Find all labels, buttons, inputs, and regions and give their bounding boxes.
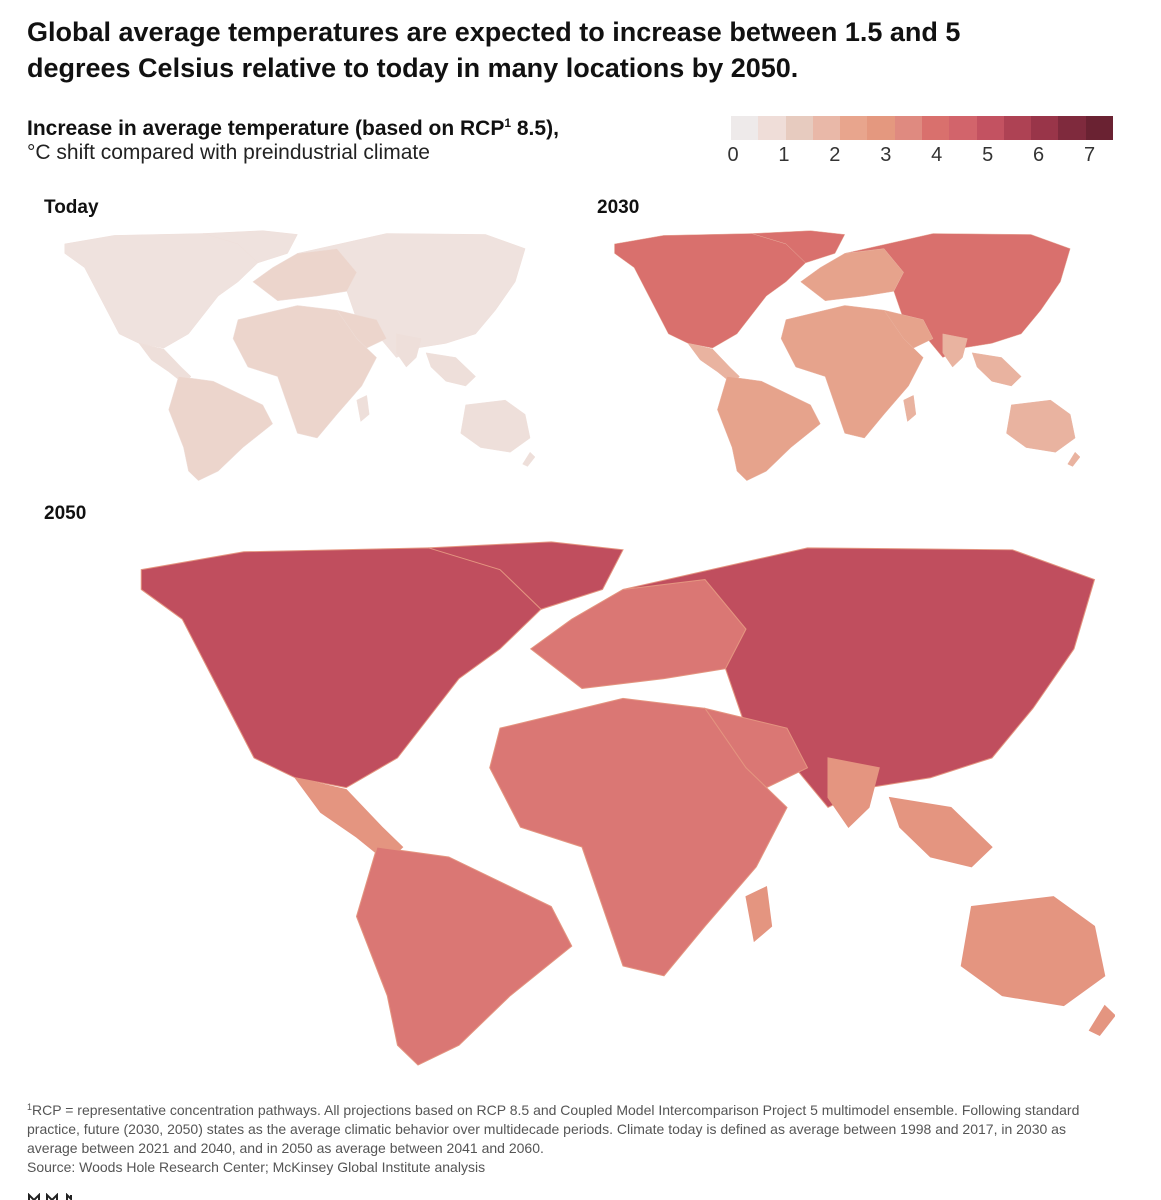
landmass-southeast-asia (971, 352, 1022, 387)
legend-swatch (812, 116, 841, 140)
panel-label-2050: 2050 (44, 503, 87, 524)
legend-tick-label: 2 (829, 144, 841, 166)
landmass-new-zealand (522, 451, 535, 467)
legend-swatch (785, 116, 813, 140)
footnote-text: 1RCP = representative concentration path… (27, 1098, 1107, 1158)
legend-tick-label: 4 (931, 144, 943, 166)
legend-swatch (894, 116, 922, 140)
legend-swatch (1085, 116, 1113, 140)
source-line: Source: Woods Hole Research Center; McKi… (27, 1159, 486, 1175)
landmass-greenland (203, 230, 298, 264)
landmass-southeast-asia (888, 796, 993, 868)
legend-swatch (867, 116, 895, 140)
legend-swatch (976, 116, 1004, 140)
landmass-madagascar (903, 395, 917, 422)
legend-subtitle: °C shift compared with preindustrial cli… (27, 141, 430, 164)
landmass-south-america (355, 846, 573, 1066)
legend-tick-label: 7 (1083, 144, 1096, 166)
color-scale-ticks: 0 1 2 3 4 5 6 7 (727, 144, 1113, 170)
footnote: 1RCP = representative concentration path… (27, 1098, 1107, 1177)
world-map-svg (64, 230, 535, 481)
landmass-madagascar (745, 885, 773, 943)
legend-title: Increase in average temperature (based o… (27, 108, 559, 144)
landmass-north-america (140, 547, 542, 789)
legend-title-footnote-mark: 1 (504, 116, 512, 130)
legend-tick-label: 5 (982, 144, 994, 166)
world-map-svg (614, 230, 1080, 481)
legend-tick-label: 3 (880, 144, 892, 166)
panel-label-today: Today (44, 197, 99, 218)
legend-swatch (1003, 116, 1032, 140)
legend-tick-label: 1 (778, 144, 790, 166)
landmass-asia (622, 547, 1096, 809)
landmass-new-zealand (1088, 1004, 1115, 1036)
map-2050 (90, 530, 1115, 1070)
footnote-mark: 1 (27, 1102, 33, 1112)
legend-swatch (949, 116, 977, 140)
color-scale-legend: 0 1 2 3 4 5 6 7 (727, 116, 1113, 170)
landmass-southeast-asia (425, 352, 476, 387)
landmass-south-america (168, 376, 273, 481)
landmass-africa (232, 305, 377, 439)
landmass-greenland (751, 230, 846, 264)
legend-swatch (1058, 116, 1086, 140)
landmass-madagascar (356, 395, 370, 422)
footnote-body: RCP = representative concentration pathw… (27, 1102, 1080, 1156)
legend-swatch (840, 116, 868, 140)
landmass-africa (489, 697, 788, 977)
landmass-australia (460, 399, 531, 453)
landmass-greenland (428, 541, 624, 610)
panel-label-2030: 2030 (597, 197, 640, 218)
legend-swatch (758, 116, 786, 140)
landmass-asia (297, 233, 526, 358)
legend-title-prefix: Increase in average temperature (based o… (27, 117, 505, 140)
map-2030 (590, 225, 1080, 483)
landmass-india (942, 333, 968, 368)
legend-tick-label: 0 (727, 144, 739, 166)
landmass-asia (844, 233, 1071, 358)
map-today (40, 225, 535, 483)
landmass-india (396, 333, 422, 368)
world-map-svg (140, 541, 1115, 1066)
color-scale-bar (731, 116, 1113, 140)
landmass-india (827, 757, 880, 829)
landmass-australia (960, 896, 1106, 1007)
legend-swatch (1031, 116, 1059, 140)
legend-swatch (921, 116, 950, 140)
landmass-australia (1006, 399, 1076, 453)
chart-title: Global average temperatures are expected… (27, 17, 961, 83)
mckinsey-logo (27, 1190, 87, 1200)
landmass-new-zealand (1067, 451, 1080, 467)
landmass-south-america (717, 376, 821, 481)
landmass-africa (780, 305, 924, 439)
legend-swatch (731, 116, 759, 140)
landmass-north-america (64, 233, 259, 349)
legend-title-suffix: 8.5), (511, 117, 559, 140)
landmass-north-america (614, 233, 806, 349)
legend-tick-label: 6 (1033, 144, 1045, 166)
